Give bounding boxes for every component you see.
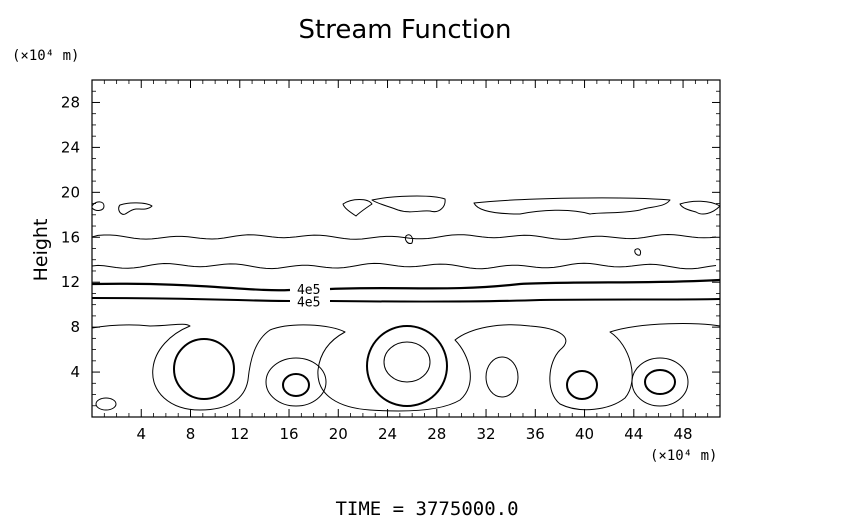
contour-cell [383, 341, 431, 383]
plot-frame [91, 79, 721, 418]
x-tick-label: 36 [526, 425, 545, 443]
contour-line [679, 200, 721, 215]
contour-line [634, 248, 641, 256]
contour-label-1: 4e5 [297, 295, 320, 310]
y-tick-label: 24 [61, 138, 80, 156]
contour-line [371, 195, 446, 213]
contour-line [91, 262, 717, 270]
x-tick-label: 4 [136, 425, 146, 443]
chart-title: Stream Function [299, 15, 512, 45]
contour-cell-inner [366, 325, 448, 407]
x-tick-label: 8 [186, 425, 196, 443]
y-tick-label: 16 [61, 228, 80, 246]
contour-line-bold [91, 278, 721, 292]
contour-cell-inner [644, 369, 676, 395]
x-tick-label: 40 [575, 425, 594, 443]
contour-line [118, 202, 153, 215]
y-tick-label: 12 [61, 273, 80, 291]
contour-cell-inner [282, 373, 310, 397]
x-tick-label: 48 [674, 425, 693, 443]
x-tick-label: 16 [279, 425, 298, 443]
contour-line [91, 201, 105, 211]
y-axis-ticks: 4 8 12 16 20 24 28 [61, 90, 720, 407]
y-tick-label: 20 [61, 183, 80, 201]
contour-line [473, 197, 671, 215]
time-footer: TIME = 3775000.0 [335, 498, 518, 519]
x-tick-label: 24 [378, 425, 397, 443]
x-axis-ticks: 4 8 12 16 20 24 28 32 36 40 44 48 [103, 80, 709, 443]
contour-line [91, 234, 717, 240]
contour-cell [485, 356, 519, 398]
contour-labels: 4e5 4e5 [297, 283, 320, 310]
x-tick-label: 44 [624, 425, 643, 443]
x-unit-label: (×10⁴ m) [650, 448, 717, 464]
y-tick-label: 28 [61, 93, 80, 111]
contour-cell-inner [173, 338, 235, 400]
x-tick-label: 28 [427, 425, 446, 443]
contour-lines [91, 195, 721, 412]
contour-label-0: 4e5 [297, 283, 320, 298]
contour-cell-small [95, 397, 117, 411]
x-tick-label: 32 [476, 425, 495, 443]
contour-cell [265, 357, 327, 407]
x-tick-label: 20 [329, 425, 348, 443]
y-tick-label: 8 [70, 318, 80, 336]
y-axis-title: Height [30, 219, 52, 282]
y-tick-label: 4 [70, 363, 80, 381]
contour-line [342, 199, 373, 217]
y-unit-label: (×10⁴ m) [12, 48, 79, 64]
contour-line [405, 234, 413, 244]
contour-cell [631, 357, 689, 407]
contour-cell-inner [566, 370, 598, 400]
x-tick-label: 12 [230, 425, 249, 443]
contour-line [91, 323, 721, 412]
contour-line-bold [91, 297, 721, 303]
